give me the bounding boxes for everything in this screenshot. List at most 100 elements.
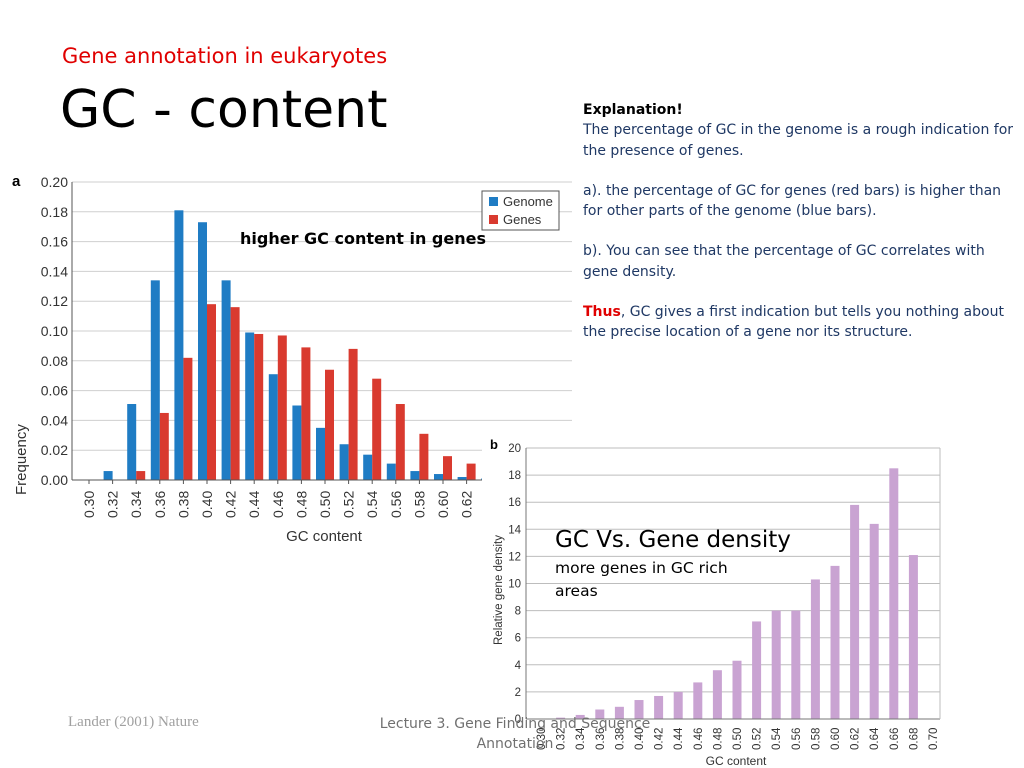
bar-density xyxy=(830,565,840,719)
x-tick-label: 0.46 xyxy=(270,491,286,518)
bar-genome xyxy=(386,463,396,480)
bar-genes xyxy=(372,378,382,480)
y-tick-label: 6 xyxy=(515,633,521,645)
bar-density xyxy=(791,610,801,719)
bar-density xyxy=(908,555,918,719)
bar-density xyxy=(712,670,722,719)
x-tick-label: 0.58 xyxy=(810,728,822,750)
bar-genes xyxy=(443,456,452,480)
x-tick-label: 0.50 xyxy=(732,728,744,750)
x-tick-label: 0.56 xyxy=(791,728,803,750)
x-tick-label: 0.68 xyxy=(908,728,920,750)
y-tick-label: 4 xyxy=(515,660,522,672)
y-tick-label: 0 xyxy=(515,714,521,726)
callout-a: higher GC content in genes xyxy=(240,229,486,248)
callout-b-title: GC Vs. Gene density xyxy=(555,527,791,553)
y-axis-label-b: Relative gene density xyxy=(493,535,505,645)
x-tick-label: 0.38 xyxy=(175,491,191,518)
bar-genes xyxy=(230,307,240,480)
x-tick-label: 0.32 xyxy=(105,491,121,518)
bar-density xyxy=(810,579,820,719)
bar-density xyxy=(673,691,683,719)
bar-density xyxy=(654,695,664,719)
bar-genes xyxy=(466,463,476,480)
x-tick-label: 0.58 xyxy=(411,491,427,518)
y-axis-label: Frequency xyxy=(13,424,30,495)
x-tick-label: 0.66 xyxy=(889,728,901,750)
y-tick-label: 8 xyxy=(515,606,521,618)
y-tick-label: 0.00 xyxy=(41,472,68,488)
bar-genome xyxy=(292,405,302,480)
x-tick-label: 0.32 xyxy=(556,728,568,750)
x-tick-label: 0.42 xyxy=(223,491,239,518)
bar-density xyxy=(732,660,742,719)
y-tick-label: 14 xyxy=(508,524,521,536)
explanation-heading: Explanation! xyxy=(583,102,683,118)
bar-genome xyxy=(127,404,137,480)
bar-density xyxy=(869,523,879,719)
bar-genome xyxy=(339,444,349,480)
explanation-line1: The percentage of GC in the genome is a … xyxy=(583,122,1014,139)
panel-label-b: b xyxy=(490,437,498,452)
bar-density xyxy=(771,610,781,719)
bar-density xyxy=(850,504,860,719)
bar-genes xyxy=(395,404,405,480)
bar-density xyxy=(575,714,585,719)
thus-word: Thus xyxy=(583,304,621,321)
bar-genes xyxy=(254,333,264,480)
y-tick-label: 2 xyxy=(515,687,521,699)
bar-density xyxy=(889,468,899,719)
legend-label-genes: Genes xyxy=(503,212,542,227)
y-tick-label: 10 xyxy=(508,579,521,591)
explanation-para-a: a). the percentage of GC for genes (red … xyxy=(583,182,1002,220)
x-tick-label: 0.56 xyxy=(388,491,404,518)
x-tick-label: 0.62 xyxy=(459,491,475,518)
x-tick-label: 0.48 xyxy=(712,728,724,750)
bar-density xyxy=(634,700,644,719)
legend-swatch-genome xyxy=(489,197,498,206)
bar-genome xyxy=(410,471,420,480)
slide-subtitle: Gene annotation in eukaryotes xyxy=(62,44,388,68)
x-tick-label: 0.30 xyxy=(536,728,548,750)
x-tick-label: 0.44 xyxy=(246,491,262,518)
bar-genome xyxy=(434,474,443,480)
bar-genome xyxy=(221,280,231,480)
x-tick-label: 0.40 xyxy=(199,491,215,518)
x-tick-label: 0.34 xyxy=(128,491,144,518)
panel-label-a: a xyxy=(12,173,21,190)
bar-genes xyxy=(301,347,311,480)
chart-a: a 0.00 0.02 0.04 0.06 0.08 0.10 0.12 0.14 0.16 0.… xyxy=(12,173,572,545)
chart-b: b 0 2 4 6 8 10 12 14 16 18 20 0.30 0.32 0.34 0.36 0.38… xyxy=(482,435,952,768)
y-tick-label: 0.10 xyxy=(41,323,68,339)
bar-genome xyxy=(174,210,184,480)
x-tick-label: 0.44 xyxy=(673,727,685,750)
y-tick-label: 0.14 xyxy=(41,263,68,279)
callout-b: GC Vs. Gene density more genes in GC ric… xyxy=(555,527,795,603)
callout-b-text: more genes in GC rich areas xyxy=(555,559,728,600)
legend-label-genome: Genome xyxy=(503,194,553,209)
bar-genome xyxy=(198,222,207,481)
legend: Genome Genes xyxy=(481,190,560,231)
y-tick-label: 0.06 xyxy=(41,383,68,399)
x-tick-label: 0.70 xyxy=(928,728,940,750)
footer-lecture: Lecture 3. Gene Finding and Sequence Ann… xyxy=(379,716,651,752)
x-axis-label: GC content xyxy=(286,528,363,545)
y-tick-label: 0.02 xyxy=(41,442,68,458)
x-tick-label: 0.42 xyxy=(654,728,666,750)
bar-genes xyxy=(183,357,193,480)
x-axis-label-b: GC content xyxy=(706,754,767,768)
bar-genome xyxy=(363,454,373,480)
x-tick-label: 0.50 xyxy=(317,491,333,518)
explanation-thus: Thus, GC gives a first indication but te… xyxy=(583,302,1019,343)
bar-genes xyxy=(159,412,169,480)
x-tick-label: 0.54 xyxy=(364,491,380,518)
y-tick-label: 0.04 xyxy=(41,412,68,428)
x-tick-label: 0.40 xyxy=(634,728,646,750)
x-tick-label: 0.48 xyxy=(293,491,309,518)
footer-citation: Lander (2001) Nature xyxy=(68,714,199,730)
bar-genome xyxy=(316,427,325,480)
x-tick-label: 0.34 xyxy=(575,727,587,750)
x-tick-label: 0.62 xyxy=(850,728,862,750)
x-tick-label: 0.52 xyxy=(752,728,764,750)
bar-density xyxy=(693,682,703,719)
